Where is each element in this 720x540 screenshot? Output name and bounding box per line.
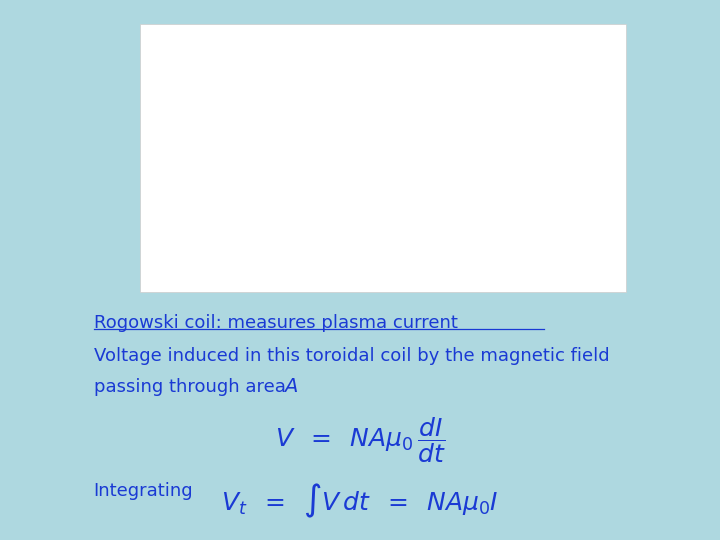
- Text: $V_t \;\; = \;\; \int V\,dt \;\; = \;\; NA\mu_0 I$: $V_t \;\; = \;\; \int V\,dt \;\; = \;\; …: [221, 482, 499, 520]
- Text: $A$: $A$: [283, 377, 298, 396]
- Text: $V \;\; = \;\; NA\mu_0 \, \dfrac{dI}{dt}$: $V \;\; = \;\; NA\mu_0 \, \dfrac{dI}{dt}…: [274, 415, 446, 464]
- Text: Integrating: Integrating: [94, 482, 193, 500]
- Text: A: A: [243, 121, 261, 145]
- Text: I: I: [366, 279, 369, 292]
- Text: passing through area: passing through area: [94, 378, 291, 396]
- Text: Rogowski coil: measures plasma current: Rogowski coil: measures plasma current: [94, 314, 457, 332]
- Text: Voltage induced in this toroidal coil by the magnetic field: Voltage induced in this toroidal coil by…: [94, 347, 609, 364]
